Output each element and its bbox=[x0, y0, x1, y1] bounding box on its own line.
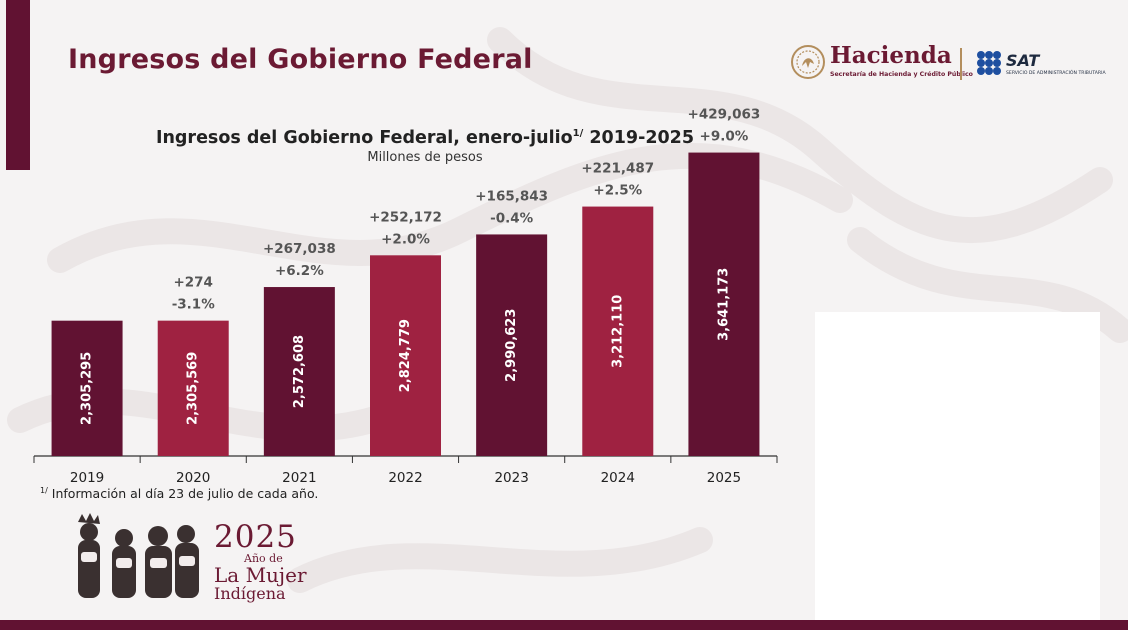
left-accent-bar bbox=[6, 0, 30, 170]
chart-title-suffix: 2019-2025 bbox=[589, 128, 695, 148]
x-tick-label: 2020 bbox=[176, 470, 210, 486]
footnote-text: Información al día 23 de julio de cada a… bbox=[51, 486, 319, 502]
change-percent-label: -0.4% bbox=[490, 210, 534, 226]
sat-logo: SAT SERVICIO DE ADMINISTRACIÓN TRIBUTARI… bbox=[976, 50, 1106, 80]
hacienda-subtitle: Secretaría de Hacienda y Crédito Público bbox=[830, 71, 973, 78]
footnote-marker: 1/ bbox=[40, 486, 48, 495]
x-tick-label: 2021 bbox=[282, 470, 316, 486]
bar-2024 bbox=[582, 206, 654, 456]
bar-value-label: 2,305,569 bbox=[186, 352, 201, 425]
x-tick-label: 2025 bbox=[707, 470, 741, 486]
sat-subtitle: SERVICIO DE ADMINISTRACIÓN TRIBUTARIA bbox=[1006, 71, 1106, 76]
page-title: Ingresos del Gobierno Federal bbox=[68, 44, 533, 75]
change-absolute-label: +165,843 bbox=[475, 188, 548, 204]
sat-dots-icon bbox=[977, 51, 1001, 75]
change-absolute-label: +267,038 bbox=[263, 241, 336, 257]
change-percent-label: +2.5% bbox=[593, 183, 642, 199]
change-percent-label: -3.1% bbox=[172, 297, 216, 313]
change-percent-label: +9.0% bbox=[700, 129, 749, 145]
bar-value-label: 3,212,110 bbox=[610, 295, 625, 368]
hacienda-logo: Hacienda Secretaría de Hacienda y Crédit… bbox=[790, 42, 973, 84]
hacienda-wordmark: Hacienda bbox=[830, 42, 952, 69]
x-tick-label: 2024 bbox=[601, 470, 635, 486]
logo-divider bbox=[960, 48, 962, 80]
bar-2020 bbox=[157, 320, 229, 456]
chart-subtitle: Millones de pesos bbox=[367, 150, 483, 165]
chart-title-main: Ingresos del Gobierno Federal, enero-jul… bbox=[155, 128, 573, 148]
x-tick-label: 2023 bbox=[494, 470, 528, 486]
bar-2019 bbox=[51, 320, 123, 456]
change-absolute-label: +429,063 bbox=[688, 107, 761, 123]
change-absolute-label: +252,172 bbox=[369, 209, 442, 225]
coat-of-arms-icon bbox=[791, 45, 825, 79]
x-tick-label: 2022 bbox=[388, 470, 422, 486]
footnote: 1/ Información al día 23 de julio de cad… bbox=[40, 486, 318, 501]
indigenous-women-illustration bbox=[78, 513, 199, 598]
bar-value-label: 2,990,623 bbox=[504, 309, 519, 382]
white-panel bbox=[815, 312, 1100, 620]
change-absolute-label: +274 bbox=[173, 275, 213, 291]
bar-value-label: 2,824,779 bbox=[398, 319, 413, 392]
change-absolute-label: +221,487 bbox=[581, 161, 654, 177]
change-percent-label: +6.2% bbox=[275, 263, 324, 279]
badge-line1: Año de bbox=[244, 552, 283, 565]
bar-2021 bbox=[263, 287, 335, 456]
bar-2022 bbox=[370, 255, 441, 456]
x-tick-label: 2019 bbox=[70, 470, 104, 486]
chart-title: Ingresos del Gobierno Federal, enero-jul… bbox=[0, 128, 850, 148]
bottom-bar bbox=[0, 620, 1128, 630]
bar-value-label: 2,572,608 bbox=[292, 335, 307, 408]
chart-title-superscript: 1/ bbox=[572, 128, 584, 140]
year-badge: 2025 Año de La Mujer Indígena bbox=[214, 522, 314, 603]
badge-line2: La Mujer bbox=[214, 563, 307, 587]
bar-value-label: 2,305,295 bbox=[80, 352, 95, 425]
badge-line3: Indígena bbox=[214, 584, 286, 603]
badge-year: 2025 bbox=[214, 519, 297, 555]
change-percent-label: +2.0% bbox=[381, 231, 430, 247]
bar-value-label: 3,641,173 bbox=[716, 268, 731, 341]
bar-2025 bbox=[688, 152, 760, 457]
bar-2023 bbox=[476, 234, 548, 456]
sat-wordmark: SAT bbox=[1006, 51, 1040, 70]
